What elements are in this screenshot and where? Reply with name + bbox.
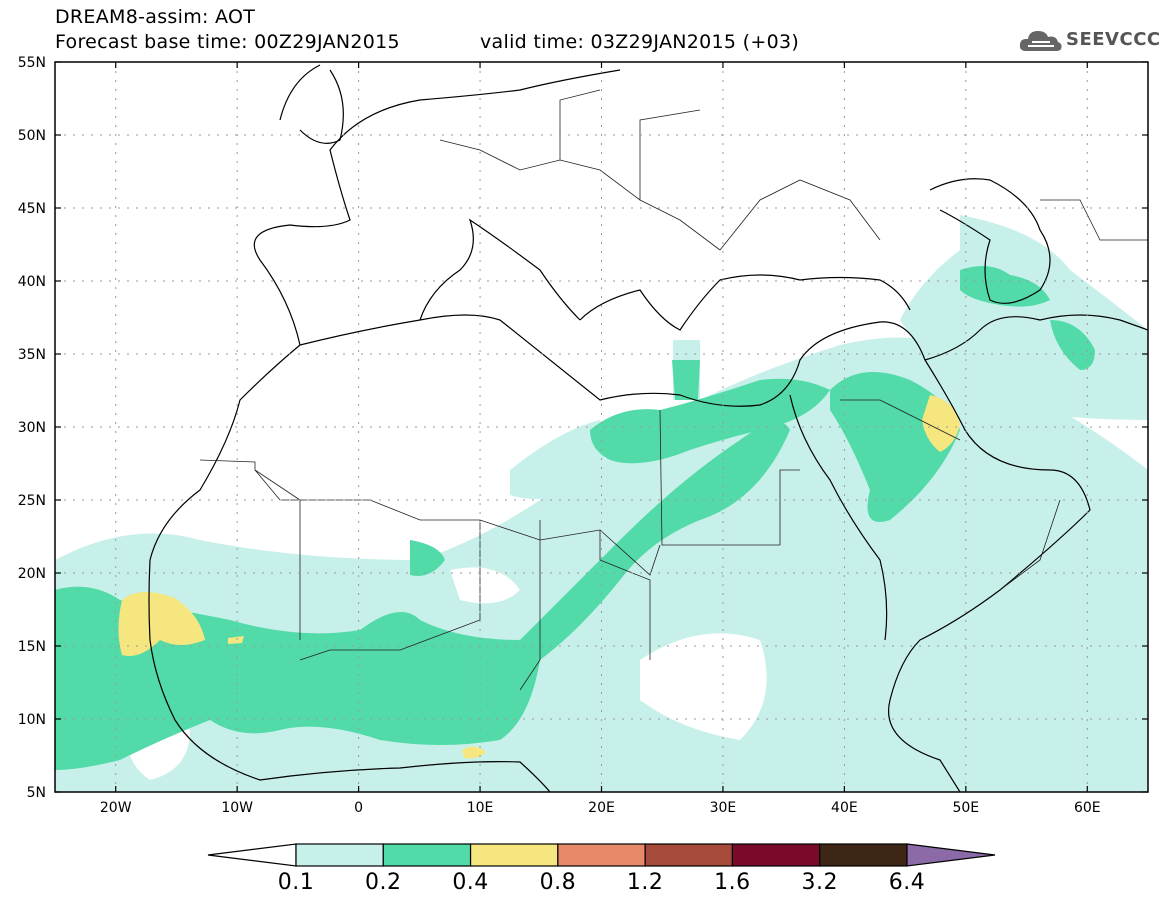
colorbar-label: 6.4 <box>888 870 926 895</box>
lon-label: 10W <box>221 800 253 816</box>
lon-label: 10E <box>467 800 494 816</box>
lon-label: 50E <box>952 800 979 816</box>
colorbar-label: 1.2 <box>626 870 664 895</box>
longitude-axis: 20W 10W 0 10E 20E 30E 40E 50E 60E <box>100 62 1101 816</box>
lat-label: 10N <box>18 712 46 728</box>
colorbar-label: 0.8 <box>539 870 577 895</box>
latitude-axis: 55N 50N 45N 40N 35N 30N 25N 20N 15N 10N 5N <box>18 55 1148 801</box>
lon-label: 0 <box>354 800 363 816</box>
graticule <box>55 62 1148 792</box>
lat-label: 20N <box>18 566 46 582</box>
lat-label: 40N <box>18 274 46 290</box>
map-title: DREAM8-assim: AOT <box>55 6 256 28</box>
forecast-time-line: Forecast base time: 00Z29JAN2015 valid ti… <box>55 31 799 53</box>
cloud-icon <box>1019 31 1062 51</box>
colorbar-label: 1.6 <box>714 870 751 895</box>
lat-label: 35N <box>18 347 46 363</box>
coastlines <box>148 64 1148 792</box>
lat-label: 55N <box>18 55 46 71</box>
aot-band-0.4 <box>118 395 960 759</box>
lat-label: 30N <box>18 420 46 436</box>
country-borders <box>199 89 1148 691</box>
lat-label: 15N <box>18 639 46 655</box>
lon-label: 30E <box>710 800 737 816</box>
lat-label: 45N <box>18 201 46 217</box>
colorbar-label: 0.4 <box>452 870 489 895</box>
colorbar-label: 3.2 <box>801 870 838 895</box>
colorbar-label: 0.1 <box>277 870 315 895</box>
base-time-label: Forecast base time: 00Z29JAN2015 <box>55 31 400 53</box>
lon-label: 20E <box>588 800 615 816</box>
lat-label: 25N <box>18 493 46 509</box>
lat-label: 5N <box>27 785 46 801</box>
logo-text: SEEVCCC <box>1066 29 1161 50</box>
lon-label: 60E <box>1074 800 1101 816</box>
lat-label: 50N <box>18 128 46 144</box>
lon-label: 20W <box>100 800 132 816</box>
seevccc-logo: SEEVCCC <box>1018 25 1160 57</box>
valid-time-label: valid time: 03Z29JAN2015 (+03) <box>480 31 800 53</box>
lon-label: 40E <box>831 800 858 816</box>
colorbar-label: 0.2 <box>365 870 402 895</box>
